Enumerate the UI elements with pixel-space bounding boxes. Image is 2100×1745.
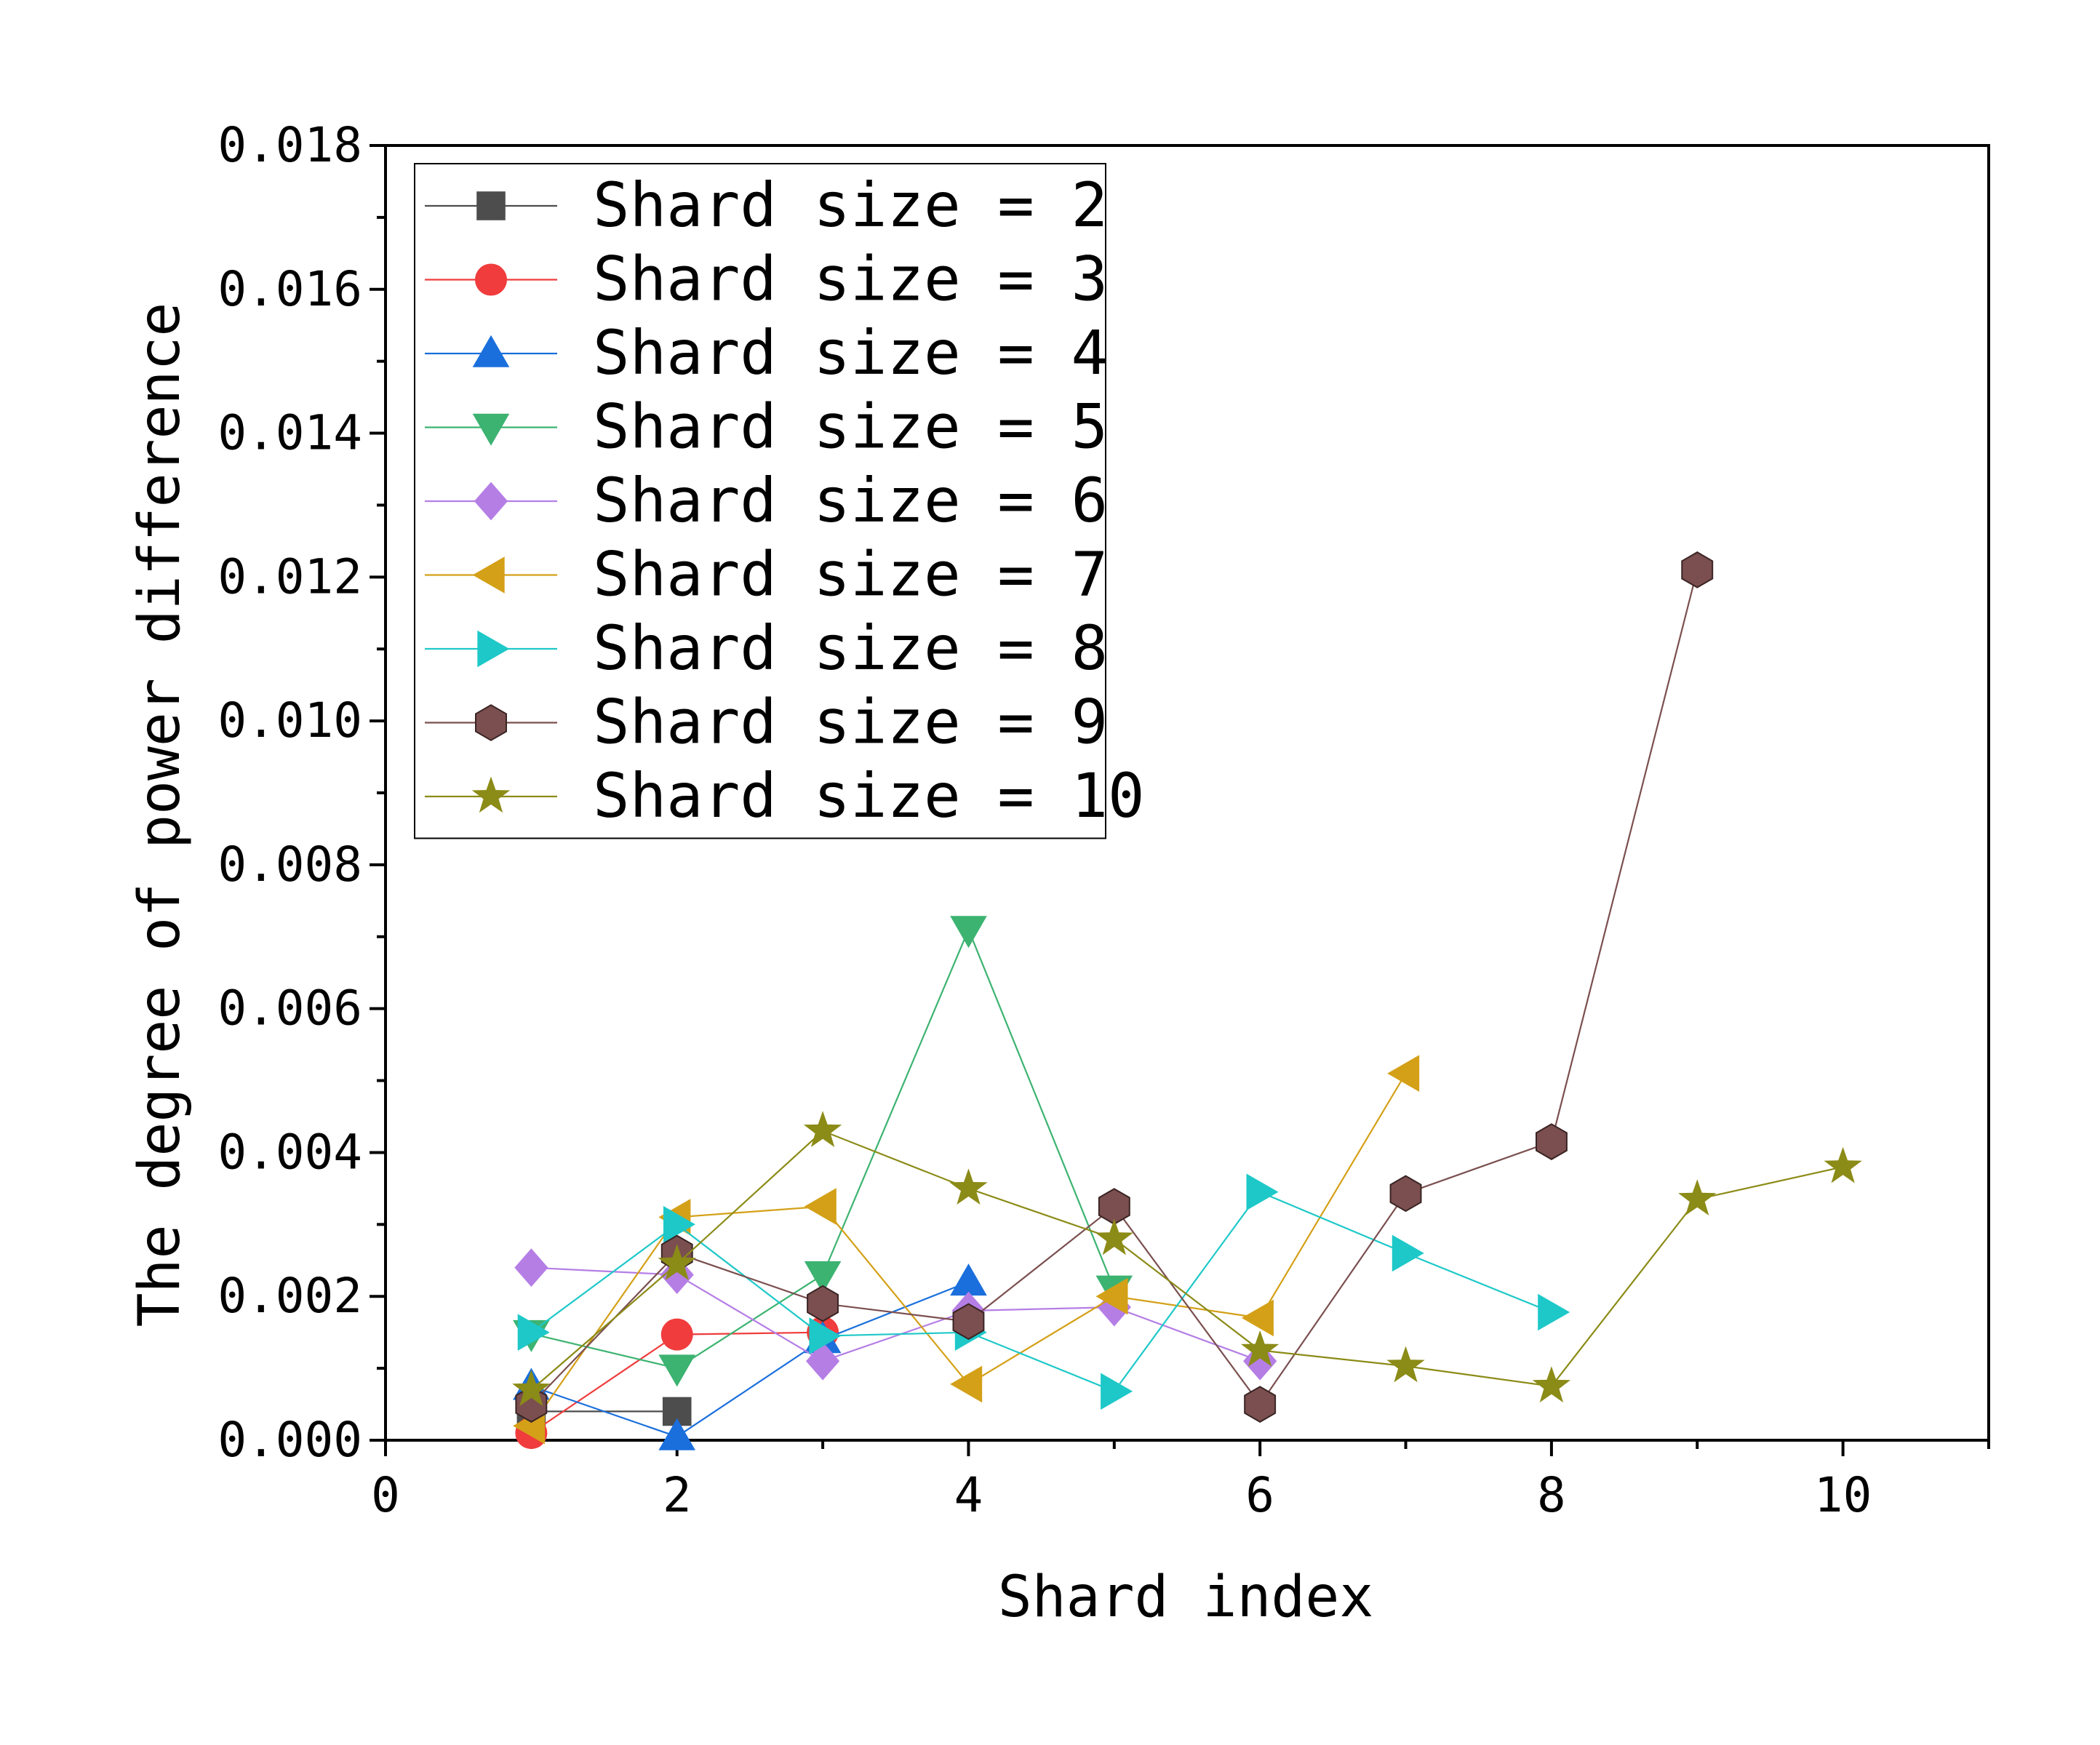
legend-marker-4 <box>472 413 510 446</box>
y-tick-label-0.000: 0.000 <box>217 1412 362 1468</box>
x-tick-label-8: 8 <box>1537 1467 1566 1523</box>
series-9-point-1 <box>512 1370 551 1406</box>
series-5-point-1 <box>514 1248 548 1287</box>
series-9-point-7 <box>1386 1346 1425 1383</box>
y-axis-title: The degree of power difference <box>127 303 193 1327</box>
legend-marker-1 <box>476 191 506 220</box>
series-5 <box>514 1248 1277 1381</box>
series-6-point-7 <box>1387 1055 1420 1092</box>
legend-label-1: Shard size = 2 <box>593 169 1108 241</box>
series-3-point-4 <box>950 1263 987 1296</box>
series-8-point-5 <box>1098 1188 1130 1225</box>
legend-marker-9 <box>471 776 511 813</box>
series-5-point-3 <box>806 1341 840 1381</box>
series-8-point-7 <box>1389 1175 1422 1213</box>
series-9-point-2 <box>658 1244 696 1280</box>
series-6 <box>513 1055 1420 1445</box>
series-8-point-3 <box>807 1285 839 1322</box>
series-9-point-8 <box>1532 1366 1571 1403</box>
legend-marker-5 <box>474 482 508 521</box>
legend-marker-6 <box>472 556 505 594</box>
series-7-point-6 <box>1246 1173 1279 1211</box>
series-9-line <box>530 1130 1843 1391</box>
series-7-point-8 <box>1538 1293 1570 1331</box>
legend-label-5: Shard size = 6 <box>593 465 1108 536</box>
series-9-point-4 <box>949 1168 988 1205</box>
legend-label-7: Shard size = 8 <box>593 612 1108 684</box>
y-tick-label-0.012: 0.012 <box>217 548 362 604</box>
series-9 <box>512 1111 1862 1406</box>
series-7-point-2 <box>663 1206 695 1243</box>
y-tick-label-0.010: 0.010 <box>217 692 362 748</box>
y-tick-label-0.018: 0.018 <box>217 117 362 173</box>
series-8-point-4 <box>952 1303 985 1341</box>
series-8-point-6 <box>1244 1386 1277 1423</box>
series-7-point-3 <box>809 1317 842 1354</box>
x-tick-label-4: 4 <box>954 1467 983 1523</box>
series-4-point-4 <box>950 916 987 949</box>
series-4-point-2 <box>658 1354 695 1387</box>
y-tick-label-0.016: 0.016 <box>217 261 362 317</box>
legend-label-8: Shard size = 9 <box>593 687 1108 758</box>
y-tick-label-0.014: 0.014 <box>217 405 362 461</box>
series-8-point-8 <box>1536 1123 1568 1160</box>
legend-label-2: Shard size = 3 <box>593 244 1108 315</box>
series-7-point-5 <box>1101 1373 1133 1410</box>
series-7-line <box>530 1191 1552 1393</box>
series-6-point-6 <box>1241 1299 1274 1337</box>
y-tick-label-0.006: 0.006 <box>217 981 362 1037</box>
legend-label-6: Shard size = 7 <box>593 539 1108 610</box>
x-tick-label-6: 6 <box>1245 1467 1274 1523</box>
legend-marker-7 <box>477 630 510 668</box>
legend-marker-8 <box>475 704 507 741</box>
x-tick-label-2: 2 <box>663 1467 692 1523</box>
series-layer <box>512 551 1862 1450</box>
series-6-point-4 <box>950 1365 983 1403</box>
y-tick-label-0.002: 0.002 <box>217 1268 362 1324</box>
series-7-point-7 <box>1392 1234 1424 1272</box>
series-9-point-6 <box>1241 1330 1279 1367</box>
series-9-point-5 <box>1095 1218 1133 1255</box>
legend-label-9: Shard size = 10 <box>593 760 1145 831</box>
x-tick-label-0: 0 <box>371 1467 400 1523</box>
legend-marker-2 <box>475 263 507 296</box>
series-6-point-5 <box>1095 1277 1128 1315</box>
series-3 <box>513 1263 987 1450</box>
legend-marker-3 <box>472 335 510 367</box>
series-5-point-2 <box>660 1255 694 1294</box>
axes: 0 2 4 6 8 10 0.000 0.002 0.004 0.006 0.008 0.010 0.0… <box>217 117 1990 1523</box>
y-tick-label-0.008: 0.008 <box>217 836 362 893</box>
x-tick-label-10: 10 <box>1814 1467 1872 1523</box>
x-axis-title: Shard index <box>998 1565 1374 1630</box>
series-5-line <box>531 1266 1261 1362</box>
legend-label-3: Shard size = 4 <box>593 317 1108 388</box>
legend-label-4: Shard size = 5 <box>593 391 1108 463</box>
series-9-point-3 <box>803 1111 842 1147</box>
series-8-point-9 <box>1681 551 1714 588</box>
series-6-point-3 <box>804 1188 837 1225</box>
series-3-point-2 <box>658 1418 695 1450</box>
y-tick-label-0.004: 0.004 <box>217 1124 362 1180</box>
series-4-point-3 <box>804 1261 842 1293</box>
series-3-line <box>531 1281 969 1438</box>
series-9-point-10 <box>1824 1146 1862 1183</box>
series-7-point-1 <box>517 1314 550 1351</box>
series-2-point-2 <box>660 1318 693 1351</box>
series-9-point-9 <box>1678 1179 1717 1215</box>
